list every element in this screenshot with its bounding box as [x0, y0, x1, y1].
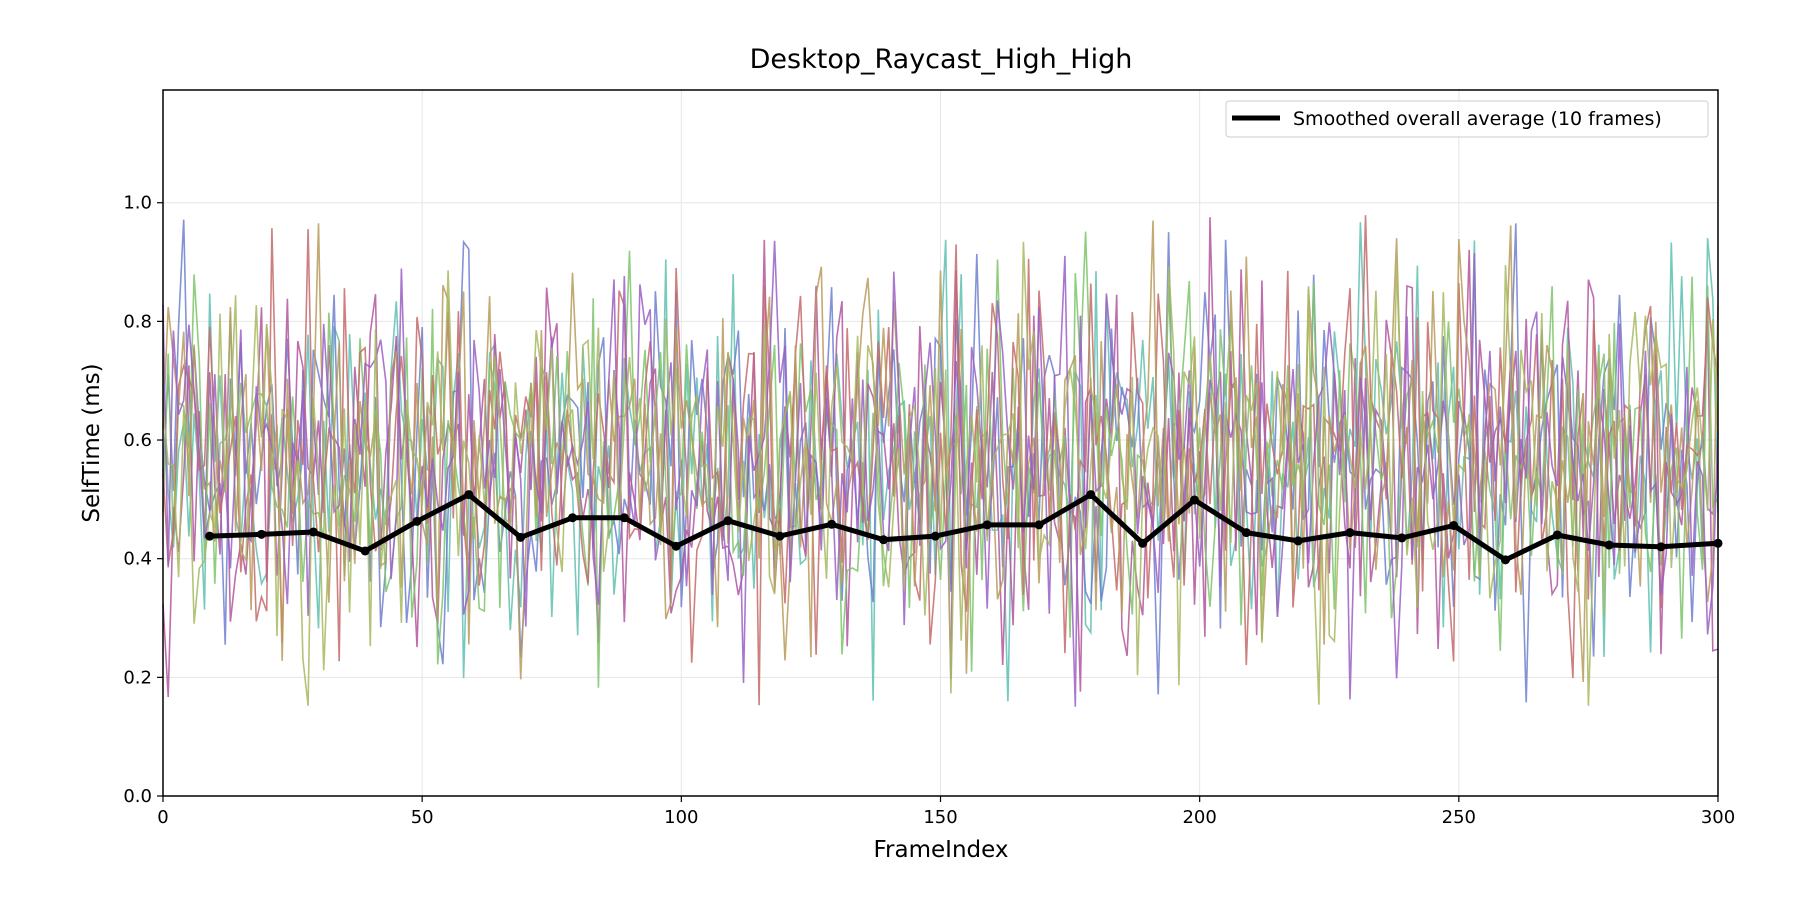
average-series-point [1241, 528, 1251, 538]
average-series-point [1086, 490, 1096, 500]
average-series-point [1656, 542, 1666, 552]
average-series [205, 490, 1723, 565]
average-series-point [827, 519, 837, 529]
average-series-point [1345, 528, 1355, 538]
y-tick-label: 0.6 [123, 430, 152, 451]
average-series-point [1449, 520, 1459, 530]
background-series-line [162, 240, 1719, 707]
x-tick-label: 50 [411, 807, 434, 828]
y-tick-label: 0.4 [123, 549, 152, 570]
average-series-point [1189, 495, 1199, 505]
average-series-point [1138, 538, 1148, 548]
average-series-point [1500, 555, 1510, 565]
y-tick-label: 0.0 [123, 786, 152, 807]
background-series-line [162, 241, 1719, 706]
y-axis-label: SelfTime (ms) [79, 363, 105, 522]
average-series-point [1604, 540, 1614, 550]
x-tick-label: 200 [1182, 807, 1216, 828]
x-axis-ticks: 0 50 100 150 200 250 300 [157, 796, 1735, 828]
average-series-point [1034, 520, 1044, 530]
average-series-point [256, 529, 266, 539]
legend-box [1225, 100, 1709, 138]
background-series-line [162, 220, 1719, 683]
average-series-point [1552, 530, 1562, 540]
background-series [162, 215, 1719, 707]
x-tick-label: 150 [923, 807, 957, 828]
average-series-point [723, 516, 733, 526]
average-series-point [205, 531, 215, 541]
x-tick-label: 300 [1701, 807, 1735, 828]
x-tick-label: 250 [1442, 807, 1476, 828]
average-series-point [671, 541, 681, 551]
y-tick-label: 1.0 [123, 193, 152, 214]
y-tick-label: 0.2 [123, 667, 152, 688]
average-series-point [516, 532, 526, 542]
average-series-point [412, 516, 422, 526]
average-series-point [360, 546, 370, 556]
average-series-point [930, 531, 940, 541]
chart-title: Desktop_Raycast_High_High [750, 44, 1133, 75]
x-tick-label: 0 [157, 807, 168, 828]
legend: Smoothed overall average (10 frames) [1225, 100, 1709, 138]
average-series-point [567, 513, 577, 523]
legend-label: Smoothed overall average (10 frames) [1293, 108, 1662, 130]
y-tick-label: 0.8 [123, 311, 152, 332]
average-series-point [1293, 536, 1303, 546]
average-series-point [619, 513, 629, 523]
average-series-point [308, 527, 318, 537]
average-series-point [982, 520, 992, 530]
background-series-line [162, 219, 1719, 703]
average-series-point [464, 490, 474, 500]
average-series-line [209, 492, 1719, 563]
x-axis-label: FrameIndex [874, 837, 1009, 863]
average-series-point [1397, 533, 1407, 543]
average-series-point [775, 531, 785, 541]
y-axis-ticks: 0.0 0.2 0.4 0.6 0.8 1.0 [123, 193, 163, 807]
average-series-point [878, 535, 888, 545]
x-tick-label: 100 [664, 807, 698, 828]
